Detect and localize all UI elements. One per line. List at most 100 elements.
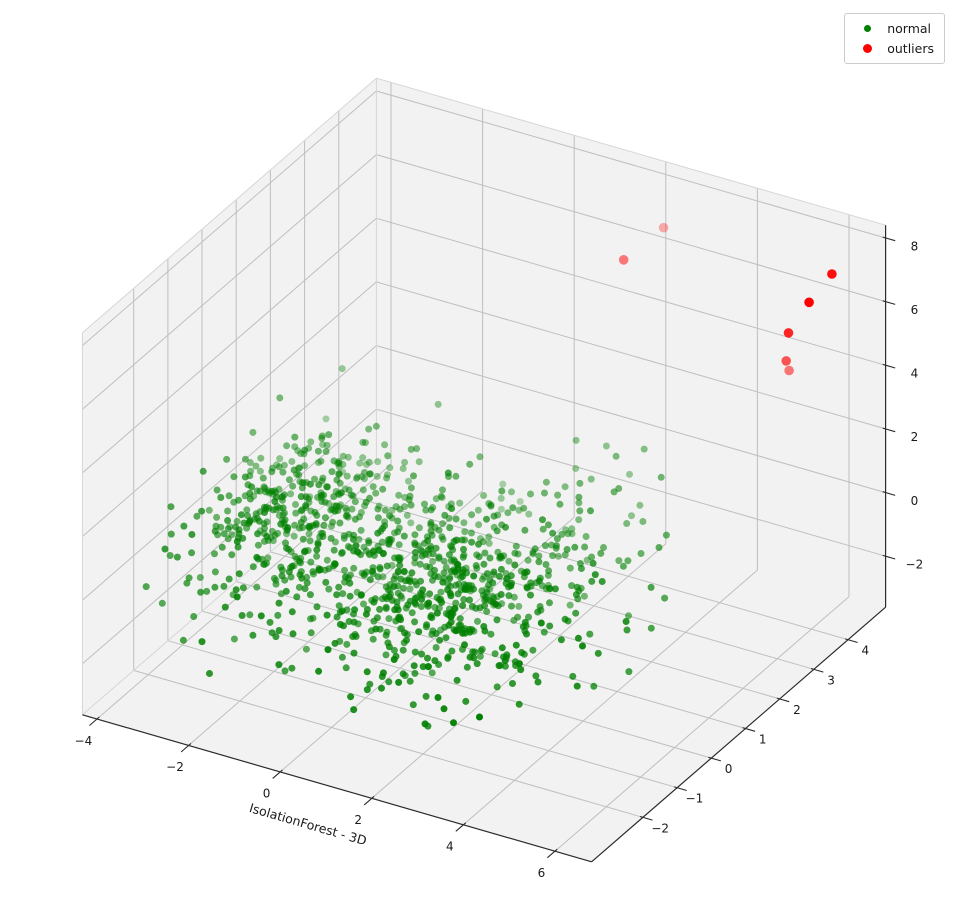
normal-point: [287, 490, 295, 498]
normal-point: [409, 701, 417, 709]
normal-point: [534, 678, 542, 686]
normal-point: [422, 692, 430, 700]
normal-point: [404, 601, 412, 609]
normal-point: [529, 646, 537, 654]
normal-point: [447, 609, 455, 617]
normal-point: [275, 627, 283, 634]
normal-point: [597, 549, 605, 557]
normal-point: [537, 619, 545, 627]
normal-point: [271, 498, 279, 505]
normal-point: [400, 532, 408, 540]
normal-point: [373, 614, 381, 622]
normal-point: [322, 415, 330, 423]
normal-point: [405, 477, 412, 485]
normal-point: [240, 519, 248, 527]
normal-point: [407, 445, 415, 453]
normal-point: [351, 606, 359, 614]
grid-line: [82, 154, 377, 410]
normal-point: [498, 487, 506, 495]
normal-point: [463, 663, 471, 671]
normal-point: [485, 533, 493, 541]
normal-point: [571, 543, 579, 551]
normal-point: [497, 565, 505, 573]
normal-point: [292, 501, 299, 508]
y-tick-label: −2: [651, 821, 669, 835]
normal-point: [300, 548, 308, 556]
normal-point: [492, 600, 500, 608]
normal-point: [394, 517, 402, 525]
grid-line: [376, 281, 886, 430]
normal-point: [362, 610, 370, 618]
normal-point: [384, 452, 392, 460]
normal-point: [198, 507, 206, 515]
normal-point: [349, 535, 357, 543]
normal-point: [211, 583, 219, 591]
normal-point: [305, 530, 313, 538]
normal-point: [325, 585, 333, 593]
normal-point: [394, 528, 402, 536]
normal-point: [337, 489, 345, 497]
normal-point: [225, 575, 233, 583]
normal-point: [354, 548, 362, 556]
normal-point: [445, 551, 453, 559]
normal-point: [468, 538, 476, 546]
normal-point: [322, 578, 330, 586]
normal-point: [412, 549, 419, 556]
normal-point: [211, 568, 219, 576]
normal-point: [366, 470, 373, 478]
normal-point: [235, 570, 243, 578]
normal-point: [523, 584, 531, 592]
normal-point: [438, 598, 446, 606]
normal-point: [428, 669, 436, 677]
grid-line: [167, 640, 678, 789]
normal-point: [418, 650, 426, 658]
normal-point: [439, 486, 446, 494]
normal-point: [479, 575, 486, 583]
normal-point: [235, 530, 243, 537]
normal-point: [239, 584, 247, 592]
normal-point: [365, 458, 373, 466]
normal-point: [401, 629, 409, 637]
normal-point: [549, 552, 557, 560]
legend-label-normal: normal: [887, 21, 932, 36]
normal-point: [285, 476, 293, 484]
normal-point: [211, 527, 219, 535]
y-tick-label: 4: [861, 644, 869, 658]
normal-point: [411, 559, 419, 567]
normal-point: [306, 522, 313, 530]
normal-point: [359, 454, 367, 462]
normal-point: [435, 526, 443, 534]
tick-mark: [674, 786, 687, 792]
normal-point: [291, 521, 299, 529]
normal-point: [269, 537, 277, 545]
normal-point: [406, 585, 414, 593]
normal-point: [362, 498, 370, 506]
normal-point: [507, 572, 515, 580]
normal-point: [379, 669, 387, 677]
tick-mark: [844, 638, 858, 644]
normal-point: [313, 546, 321, 554]
normal-point: [269, 506, 277, 514]
normal-point: [350, 564, 358, 572]
normal-point: [411, 648, 419, 656]
normal-point: [554, 491, 562, 499]
normal-point: [539, 516, 546, 524]
normal-point: [561, 615, 569, 623]
normal-point: [439, 578, 447, 586]
normal-point: [385, 678, 393, 686]
normal-point: [382, 631, 390, 639]
normal-point: [474, 617, 481, 625]
normal-point: [486, 597, 494, 605]
normal-point: [435, 553, 443, 561]
normal-point: [213, 486, 221, 494]
normal-point: [553, 535, 561, 543]
tick-mark: [882, 427, 896, 433]
y-tick-label: 1: [759, 733, 767, 747]
normal-point: [413, 445, 421, 453]
normal-point: [246, 459, 254, 466]
normal-point: [615, 557, 623, 565]
normal-point: [525, 510, 533, 518]
normal-point: [246, 489, 254, 497]
normal-point: [440, 705, 448, 713]
normal-point: [590, 682, 598, 690]
